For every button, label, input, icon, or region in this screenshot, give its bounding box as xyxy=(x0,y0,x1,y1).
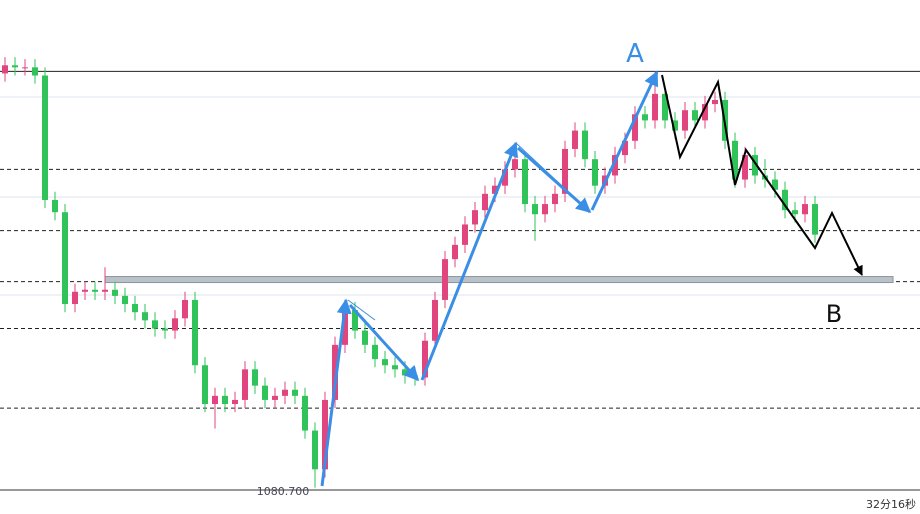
candle-body xyxy=(702,104,708,121)
candle-body xyxy=(392,365,398,370)
candle-body xyxy=(712,99,718,105)
candle-body xyxy=(52,199,58,213)
arrows xyxy=(320,70,863,487)
label-a: A xyxy=(626,39,644,69)
candle-body xyxy=(732,140,738,180)
arrow xyxy=(590,70,659,211)
candle-body xyxy=(22,67,28,69)
candle-body xyxy=(772,179,778,190)
candle-body xyxy=(42,75,48,200)
candle-body xyxy=(82,289,88,292)
arrow xyxy=(320,298,352,487)
candle-body xyxy=(482,193,488,211)
candle-body xyxy=(592,159,598,186)
support-band xyxy=(104,276,894,284)
candle-body xyxy=(322,399,328,470)
candle-body xyxy=(282,389,288,396)
candle-body xyxy=(362,330,368,345)
candle-body xyxy=(312,430,318,470)
candle-body xyxy=(182,299,188,319)
candle-body xyxy=(562,148,568,194)
candle-body xyxy=(622,140,628,156)
candle-body xyxy=(632,114,638,141)
candle-body xyxy=(532,204,538,215)
candle-body xyxy=(382,359,388,366)
label-b: B xyxy=(826,300,842,328)
candle-body xyxy=(672,120,678,131)
candle-body xyxy=(242,369,248,400)
candle-body xyxy=(202,365,208,405)
candle-body xyxy=(112,289,118,296)
candle-body xyxy=(102,289,108,292)
candle-body xyxy=(802,204,808,215)
candle-body xyxy=(442,259,448,300)
candle-body xyxy=(752,155,758,176)
candle-body xyxy=(792,210,798,215)
candle-body xyxy=(122,295,128,305)
candle-body xyxy=(72,291,78,305)
candle-body xyxy=(222,395,228,405)
candle-body xyxy=(682,110,688,131)
candle-body xyxy=(192,299,198,366)
candle-body xyxy=(402,369,408,376)
candle-body xyxy=(612,155,618,176)
candle-body xyxy=(472,210,478,225)
candle-body xyxy=(522,159,528,205)
candle-body xyxy=(12,65,18,68)
candle-body xyxy=(542,204,548,215)
candle-body xyxy=(62,212,68,305)
arrow xyxy=(348,303,420,382)
candle-body xyxy=(232,399,238,405)
timer: 32分16秒 xyxy=(866,497,916,511)
arrow xyxy=(420,141,518,381)
candle-body xyxy=(782,189,788,211)
candle-body xyxy=(652,93,658,121)
arrow xyxy=(661,74,863,276)
candle-body xyxy=(302,395,308,431)
candle-body xyxy=(352,310,358,331)
candle-body xyxy=(422,340,428,378)
candle-body xyxy=(32,67,38,76)
candle-body xyxy=(252,369,258,386)
candle-body xyxy=(172,318,178,331)
candle-body xyxy=(92,289,98,292)
candle-body xyxy=(692,110,698,121)
candle-body xyxy=(512,159,518,170)
candle-body xyxy=(742,155,748,180)
candle-body xyxy=(292,389,298,396)
arrow xyxy=(517,146,592,214)
candle-body xyxy=(582,130,588,160)
candle-body xyxy=(812,204,818,235)
candle-body xyxy=(502,169,508,186)
candle-body xyxy=(662,93,668,121)
low-label: 1080.700 xyxy=(257,485,310,498)
candle-body xyxy=(342,310,348,345)
candle-body xyxy=(132,304,138,313)
candle-body xyxy=(572,130,578,149)
candle-body xyxy=(142,312,148,321)
candle-body xyxy=(462,224,468,245)
candle-body xyxy=(262,385,268,400)
candle-body xyxy=(2,65,8,74)
candle-body xyxy=(332,344,338,400)
candle-body xyxy=(432,299,438,341)
guide-line xyxy=(347,299,376,321)
candle-body xyxy=(162,328,168,331)
candle-body xyxy=(272,395,278,400)
candle-body xyxy=(492,185,498,194)
candle-body xyxy=(212,395,218,405)
candle-body xyxy=(152,320,158,329)
grid xyxy=(0,96,920,491)
candle-body xyxy=(452,244,458,260)
candle-body xyxy=(642,114,648,121)
candle-body xyxy=(552,193,558,205)
candle-body xyxy=(372,344,378,360)
